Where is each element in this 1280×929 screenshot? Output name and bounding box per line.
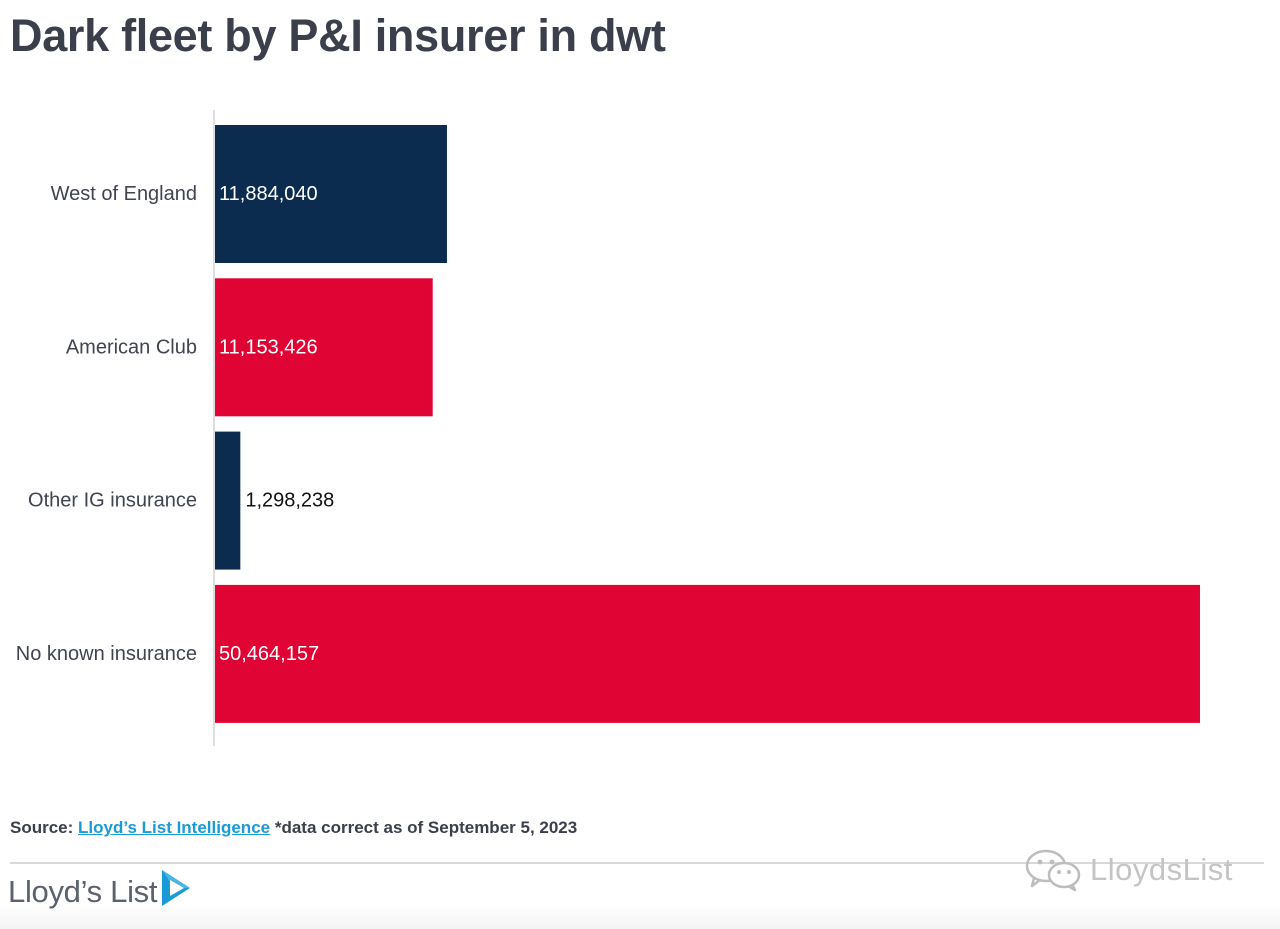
bar-west-of-england [215,125,447,263]
source-prefix: Source: [10,818,74,837]
bar-other-ig-insurance [215,431,241,570]
source-suffix: *data correct as of September 5, 2023 [274,818,578,837]
data-label: 50,464,157 [219,643,319,665]
play-arrow-icon [162,870,191,906]
watermark-text: LloydsList [1090,852,1233,887]
data-label: 1,298,238 [245,490,334,512]
data-label: 11,884,040 [219,183,318,205]
category-label: American Club [66,336,197,358]
brand-name: Lloyd’s List [8,874,158,909]
footer-divider [10,862,1264,864]
category-label: Other IG insurance [28,490,197,512]
category-label: No known insurance [16,643,197,665]
bar-chart: West of England 11,884,040 American Club 11… [16,110,1201,746]
bar-no-known-insurance [215,584,1201,723]
watermark: LloydsList [1024,848,1233,892]
wechat-icon [1025,849,1081,892]
source-link[interactable]: Lloyd’s List Intelligence [78,818,271,837]
source-note: Source: Lloyd’s List Intelligence *data … [10,818,577,838]
chart-title: Dark fleet by P&I insurer in dwt [10,10,666,61]
data-label: 11,153,426 [219,336,318,358]
brand-logo-area[interactable]: Lloyd’s List [8,868,192,916]
category-label: West of England [51,183,197,205]
bars-group: West of England 11,884,040 American Club 11… [16,125,1201,723]
bar-american-club [215,278,433,417]
footer-band [0,905,1280,929]
